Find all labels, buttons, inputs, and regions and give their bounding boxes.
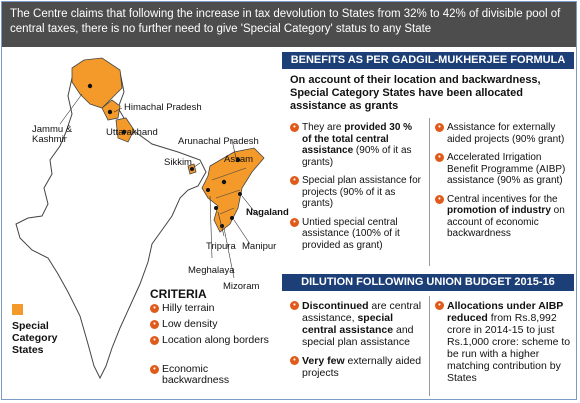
uk-state xyxy=(115,117,135,143)
bullet-icon: • xyxy=(435,153,444,162)
benefit-item: • They are provided 30 % of the total cen… xyxy=(290,122,424,168)
label-mizoram: Mizoram xyxy=(223,281,260,292)
dilution-heading: DILUTION FOLLOWING UNION BUDGET 2015-16 xyxy=(282,274,574,291)
benefits-intro: On account of their location and backwar… xyxy=(290,74,541,112)
bullet-icon: • xyxy=(150,365,159,374)
bullet-icon: • xyxy=(150,320,159,329)
bullet-icon: • xyxy=(435,123,444,132)
benefits-left-column: • They are provided 30 % of the total cen… xyxy=(290,122,424,258)
label-hp: Himachal Pradesh xyxy=(124,102,202,113)
label-tripura: Tripura xyxy=(206,241,236,252)
benefit-item: • Assistance for externally aided project… xyxy=(435,122,571,145)
bullet-icon: • xyxy=(290,301,299,310)
bullet-icon: • xyxy=(150,336,159,345)
benefits-heading: BENEFITS AS PER GADGIL-MUKHERJEE FORMULA xyxy=(282,52,574,69)
india-outline xyxy=(15,59,207,380)
bullet-icon: • xyxy=(290,356,299,365)
criteria-item: • Low density xyxy=(150,319,217,330)
hp-state xyxy=(101,99,121,121)
bullet-icon: • xyxy=(435,301,444,310)
benefit-item: • Accelerated Irrigation Benefit Programm… xyxy=(435,152,571,187)
criteria-item: • Location along borders xyxy=(150,335,272,346)
bullet-icon: • xyxy=(290,123,299,132)
bullet-icon: • xyxy=(435,194,444,204)
label-jk: Jammu & Kashmir xyxy=(32,124,73,145)
top-banner: The Centre claims that following the inc… xyxy=(2,2,576,47)
label-manipur: Manipur xyxy=(242,241,277,252)
bullet-icon: • xyxy=(150,304,159,313)
criteria-item: • Hilly terrain xyxy=(150,303,215,314)
criteria-item: • Economic backwardness xyxy=(150,364,272,386)
legend-label: Special Category States xyxy=(12,320,58,356)
india-map xyxy=(15,57,265,380)
label-sikkim: Sikkim xyxy=(164,157,192,168)
label-meghalaya: Meghalaya xyxy=(188,265,235,276)
column-divider xyxy=(429,118,430,266)
criteria-title: CRITERIA xyxy=(150,287,207,301)
ne-internal-borders xyxy=(211,167,247,215)
benefits-right-column: • Assistance for externally aided project… xyxy=(435,122,571,247)
label-nagaland: Nagaland xyxy=(246,207,289,218)
dilution-right-column: • Allocations under AIBP reduced from Rs.… xyxy=(435,300,571,391)
benefit-item: • Central incentives for the promotion of… xyxy=(435,194,571,240)
label-ap: Arunachal Pradesh xyxy=(178,136,259,147)
label-assam: Assam xyxy=(224,154,254,165)
jk-state xyxy=(71,57,123,109)
bullet-icon: • xyxy=(290,176,299,185)
dilution-left-column: • Discontinued are central assistance, sp… xyxy=(290,300,424,386)
bullet-icon: • xyxy=(290,217,299,227)
label-uk: Uttarakhand xyxy=(106,127,158,138)
legend-swatch xyxy=(12,304,23,315)
dilution-item: • Allocations under AIBP reduced from Rs.… xyxy=(435,300,571,384)
dilution-item: • Very few externally aided projects xyxy=(290,355,424,379)
northeast-states xyxy=(201,147,265,233)
benefit-item: • Untied special central assistance (100%… xyxy=(290,217,424,252)
column-divider xyxy=(429,296,430,396)
benefit-item: • Special plan assistance for projects (9… xyxy=(290,175,424,210)
dilution-item: • Discontinued are central assistance, sp… xyxy=(290,300,424,348)
